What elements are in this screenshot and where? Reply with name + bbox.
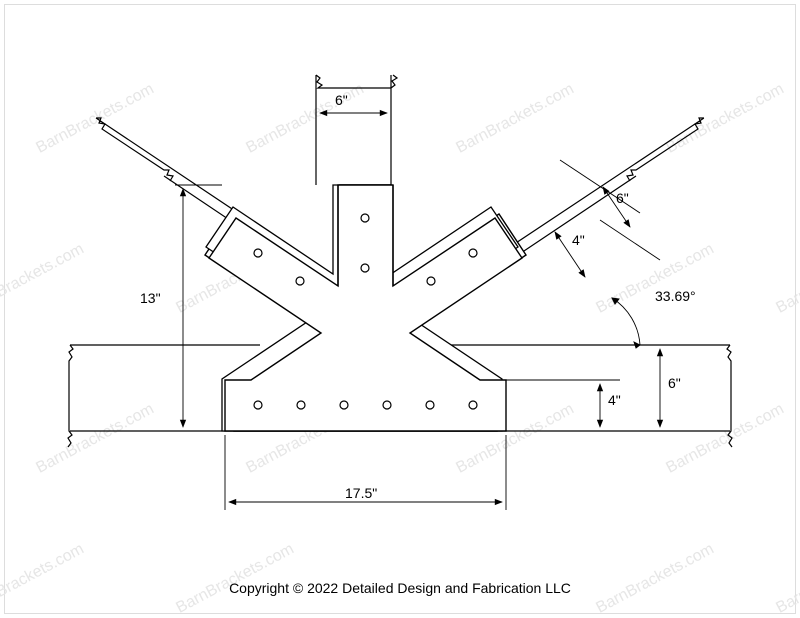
dim-angle: 33.69° bbox=[655, 288, 696, 304]
dim-diag-i: 4" bbox=[572, 232, 585, 248]
copyright-text: Copyright © 2022 Detailed Design and Fab… bbox=[0, 580, 800, 596]
dim-diag-o: 6" bbox=[616, 190, 629, 206]
dim-side-p: 4" bbox=[608, 392, 621, 408]
drawing-canvas: BarnBrackets.comBarnBrackets.comBarnBrac… bbox=[0, 0, 800, 618]
dim-bottom: 17.5" bbox=[345, 485, 377, 501]
dim-height: 13" bbox=[140, 290, 161, 306]
dim-top: 6" bbox=[335, 92, 348, 108]
dim-side-b: 6" bbox=[668, 375, 681, 391]
bracket-drawing bbox=[0, 0, 800, 618]
